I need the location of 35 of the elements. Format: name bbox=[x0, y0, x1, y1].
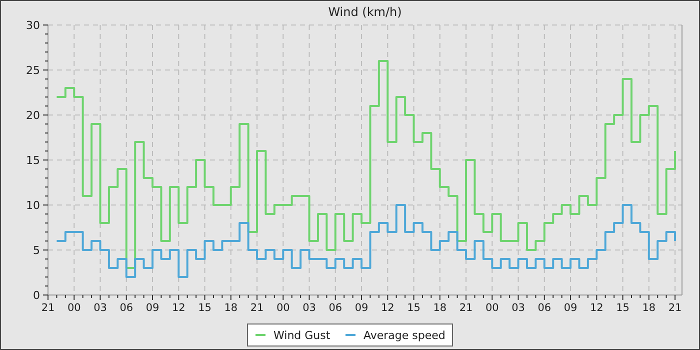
x-tick-label: 15 bbox=[407, 302, 420, 314]
legend-label: Average speed bbox=[364, 328, 446, 342]
x-tick-label: 03 bbox=[512, 302, 525, 314]
x-tick-label: 15 bbox=[198, 302, 212, 314]
x-tick-label: 12 bbox=[172, 302, 186, 314]
x-tick-label: 12 bbox=[380, 302, 394, 314]
chart-title: Wind (km/h) bbox=[328, 5, 402, 19]
x-tick-label: 03 bbox=[94, 302, 107, 314]
y-tick-label: 15 bbox=[26, 154, 40, 167]
y-tick-label: 30 bbox=[26, 18, 40, 32]
y-tick-label: 5 bbox=[33, 244, 40, 257]
x-tick-label: 15 bbox=[616, 302, 630, 314]
x-tick-label: 21 bbox=[668, 302, 682, 314]
y-tick-label: 20 bbox=[26, 108, 40, 122]
x-tick-label: 06 bbox=[538, 302, 552, 314]
x-tick-label: 00 bbox=[67, 302, 81, 314]
x-tick-label: 00 bbox=[276, 302, 290, 314]
y-tick-label: 10 bbox=[26, 198, 40, 212]
x-tick-label: 21 bbox=[459, 302, 473, 314]
x-tick-label: 03 bbox=[302, 302, 316, 314]
y-tick-label: 25 bbox=[26, 64, 40, 77]
x-tick-label: 00 bbox=[485, 302, 499, 314]
x-tick-label: 18 bbox=[642, 302, 656, 314]
x-tick-label: 09 bbox=[354, 302, 368, 314]
legend-label: Wind Gust bbox=[274, 328, 331, 342]
x-tick-label: 09 bbox=[146, 302, 160, 314]
x-tick-label: 21 bbox=[41, 302, 55, 314]
x-tick-label: 12 bbox=[590, 302, 604, 314]
x-tick-label: 06 bbox=[328, 302, 342, 314]
x-tick-label: 06 bbox=[120, 302, 134, 314]
x-tick-label: 18 bbox=[433, 302, 447, 314]
x-tick-label: 21 bbox=[250, 302, 264, 314]
x-tick-label: 18 bbox=[224, 302, 238, 314]
x-tick-label: 09 bbox=[564, 302, 578, 314]
y-tick-label: 0 bbox=[33, 288, 40, 302]
